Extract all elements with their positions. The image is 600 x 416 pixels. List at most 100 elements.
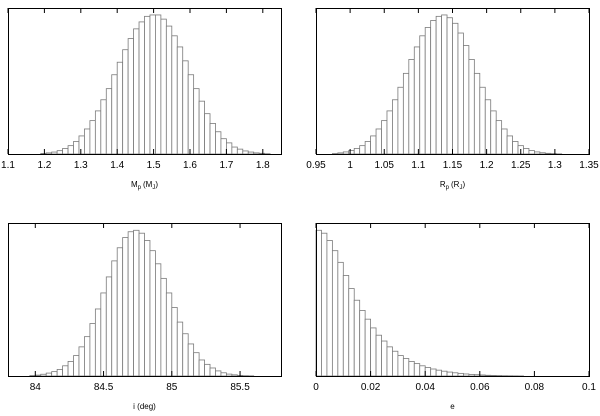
x-tick-label: 1.35	[579, 160, 599, 171]
histogram-bar	[413, 363, 421, 377]
histogram-bar	[392, 350, 399, 377]
histogram-bar	[534, 151, 541, 155]
histogram-bar	[490, 375, 497, 377]
histogram-bar	[62, 148, 69, 155]
histogram-bar	[397, 86, 404, 155]
histogram-bar	[452, 372, 459, 377]
histogram-bar	[446, 17, 453, 155]
x-tick-label: 85	[166, 382, 178, 393]
x-tick-label: 1.4	[110, 160, 124, 171]
histogram-bar	[468, 59, 475, 155]
histogram-bar	[539, 152, 546, 155]
histogram-bar	[419, 365, 426, 377]
histogram-bar	[149, 250, 156, 377]
x-tick-label: 1.15	[443, 160, 463, 171]
histogram-bar	[342, 151, 350, 155]
x-tick-label: 1	[347, 160, 353, 171]
x-axis-label: Rp (RJ)	[440, 180, 466, 191]
histogram-bar	[359, 145, 366, 155]
histogram-bar	[62, 365, 69, 377]
histogram-bar	[56, 369, 63, 377]
histogram-bar	[463, 45, 470, 155]
histogram-bar	[160, 18, 167, 155]
histogram-bar	[435, 369, 442, 377]
histogram-bar	[370, 327, 377, 377]
histogram-bar	[457, 372, 464, 377]
plot-frame	[8, 223, 282, 377]
histogram-bar	[51, 151, 58, 155]
histogram-bar	[127, 231, 134, 377]
histogram-bar	[364, 141, 372, 155]
histogram-bar	[209, 123, 216, 155]
histogram-bar	[495, 120, 503, 155]
histogram-bar	[155, 263, 162, 377]
histogram-bar	[331, 250, 339, 377]
histogram-bar	[528, 150, 535, 155]
histogram-bar	[182, 333, 189, 377]
x-tick-label: 1.3	[74, 160, 88, 171]
histogram-bar	[215, 370, 222, 377]
histogram-bar	[408, 361, 415, 377]
histogram-bar	[479, 86, 486, 155]
histogram-bar	[236, 148, 244, 155]
histogram-bar	[419, 35, 426, 155]
histogram-bar	[473, 72, 481, 155]
histogram-bar	[435, 15, 442, 155]
histogram-bar	[198, 359, 205, 377]
histogram-bar	[463, 373, 470, 377]
x-tick-label: 0.04	[415, 382, 435, 393]
histogram-bar	[204, 363, 211, 377]
x-axis-label: e	[450, 402, 455, 411]
x-tick-label: 1.6	[183, 160, 197, 171]
histogram-bar	[182, 60, 189, 155]
x-tick-label: 0.1	[582, 382, 596, 393]
plot-frame	[8, 8, 282, 155]
histogram-bar	[326, 240, 333, 377]
histogram-bar	[359, 310, 366, 377]
histogram-bar	[160, 277, 167, 377]
histogram-bar	[402, 358, 410, 377]
histogram-bar	[34, 374, 42, 377]
histogram-bar	[155, 14, 162, 155]
x-tick-label: 0	[313, 382, 319, 393]
x-tick-label: 1.8	[256, 160, 270, 171]
x-axis-label: Mp (MJ)	[131, 180, 158, 191]
histogram-bar	[89, 323, 96, 377]
histogram-bar	[225, 373, 233, 377]
histogram-bar	[321, 232, 328, 377]
histogram-bar	[67, 361, 74, 377]
histogram-bar	[133, 28, 140, 155]
histogram-bar	[490, 110, 497, 155]
histogram-bar	[193, 88, 200, 155]
x-tick-label: 0.02	[361, 382, 381, 393]
histogram-bar	[220, 372, 227, 377]
histogram-bar	[468, 373, 475, 377]
x-tick-label: 1.25	[511, 160, 531, 171]
histogram-bar	[342, 275, 350, 377]
histogram-bar	[408, 59, 415, 155]
histogram-panel-4: 0 0.02 0.04 0.06 0.08 0.1 e	[313, 223, 596, 411]
histogram-bar	[231, 374, 238, 377]
histogram-bar	[138, 232, 145, 377]
plot-frame	[316, 223, 590, 377]
histogram-bar	[337, 261, 344, 377]
x-tick-label: 84.5	[94, 382, 114, 393]
histogram-bar	[348, 288, 355, 377]
histogram-bar	[370, 135, 377, 155]
histogram-bar	[225, 142, 233, 155]
histogram-bar	[441, 370, 448, 377]
histogram-bar	[84, 336, 91, 377]
histogram-bar	[381, 120, 388, 155]
histogram-bar	[116, 61, 124, 155]
histogram-bar	[111, 74, 118, 155]
x-tick-label: 1.1	[1, 160, 15, 171]
histogram-bar	[105, 88, 113, 155]
histogram-bar	[51, 371, 58, 377]
histogram-bar	[193, 352, 200, 377]
histogram-bar	[133, 229, 140, 377]
histogram-bar	[165, 292, 173, 377]
x-tick-label: 0.95	[306, 160, 326, 171]
x-tick-label: 85.5	[230, 382, 250, 393]
histogram-bar	[446, 371, 453, 377]
histogram-bar	[73, 141, 80, 155]
